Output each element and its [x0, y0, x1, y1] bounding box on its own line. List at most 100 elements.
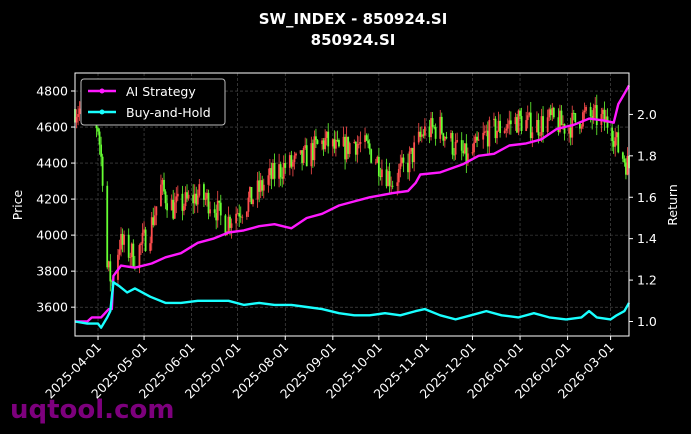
candle-body	[100, 144, 102, 157]
candle-body	[241, 216, 244, 218]
candle-body	[589, 106, 592, 117]
candle-body	[198, 184, 201, 196]
candle-body	[503, 130, 506, 134]
candle-body	[282, 163, 285, 179]
chart-subtitle: 850924.SI	[311, 31, 396, 49]
candle-body	[439, 116, 442, 139]
candle-body	[127, 234, 130, 258]
candle-body	[376, 156, 379, 163]
candle-body	[348, 143, 351, 154]
candle-body	[218, 200, 221, 203]
candle-body	[130, 243, 133, 257]
candle-body	[462, 150, 465, 154]
candle-body	[101, 156, 104, 186]
candle-body	[423, 126, 426, 136]
candle-body	[385, 169, 388, 187]
candle-body	[311, 143, 314, 161]
candle-body	[140, 243, 142, 246]
candle-body	[506, 124, 509, 129]
candle-body	[365, 135, 368, 141]
candle-body	[578, 121, 581, 129]
candle-body	[172, 199, 175, 219]
candle-body	[284, 163, 287, 168]
candle-body	[207, 192, 210, 214]
candle-body	[525, 120, 528, 131]
candle-body	[486, 130, 489, 147]
candle-body	[443, 136, 446, 141]
candle-body	[536, 119, 538, 133]
candle-body	[149, 243, 152, 252]
candle-body	[325, 131, 328, 138]
candle-body	[434, 127, 437, 139]
candle-body	[163, 179, 165, 192]
candle-body	[595, 105, 598, 126]
candle-body	[267, 175, 270, 185]
candle-body	[431, 118, 434, 127]
candle-body	[331, 139, 334, 147]
candle-body	[143, 229, 145, 233]
candle-body	[520, 116, 523, 131]
candle-body	[451, 132, 454, 155]
candle-body	[144, 229, 147, 252]
candle-body	[473, 142, 475, 153]
candle-body	[428, 126, 431, 138]
candle-body	[551, 107, 554, 116]
y-tick-label: 4200	[36, 192, 68, 207]
chart-title: SW_INDEX - 850924.SI	[259, 10, 448, 28]
candle-body	[129, 256, 132, 258]
candle-body	[236, 213, 239, 215]
buy-and-hold-line	[74, 281, 631, 329]
candle-body	[528, 112, 531, 116]
candle-body	[256, 180, 259, 200]
candle-body	[549, 109, 552, 116]
series-lines	[74, 84, 631, 329]
candle-body	[548, 109, 551, 118]
candle-body	[204, 198, 207, 200]
candle-body	[239, 216, 242, 218]
candle-body	[354, 141, 357, 155]
candle-body	[482, 132, 485, 140]
candle-body	[213, 209, 216, 213]
candle-body	[585, 106, 587, 111]
legend: AI Strategy Buy-and-Hold	[80, 78, 226, 126]
y-tick-label: 4400	[36, 156, 68, 171]
y-tick-label: 3600	[36, 300, 68, 315]
y-tick-label: 3800	[36, 264, 68, 279]
candle-body	[302, 147, 305, 163]
candle-body	[249, 187, 251, 198]
legend-buy-and-hold-marker	[99, 109, 105, 115]
candle-body	[445, 136, 448, 139]
candle-body	[141, 232, 144, 244]
candle-body	[110, 281, 113, 283]
candle-body	[569, 127, 572, 138]
candle-body	[261, 180, 264, 191]
legend-ai-strategy-label: AI Strategy	[126, 84, 196, 99]
y-axis-right: 1.0 1.2 1.4 1.6 1.8 2.0	[629, 107, 657, 329]
candle-body	[301, 150, 304, 163]
candle-body	[517, 110, 520, 133]
candle-body	[120, 233, 122, 250]
candle-body	[592, 108, 595, 121]
candle-body	[181, 193, 184, 211]
candle-body	[539, 135, 541, 137]
candle-body	[203, 184, 205, 200]
candle-body	[245, 211, 248, 217]
candle-body	[304, 145, 307, 148]
candle-body	[170, 199, 173, 211]
candle-body	[224, 215, 227, 236]
candle-body	[279, 164, 282, 178]
candle-body	[497, 120, 500, 132]
candle-body	[356, 144, 359, 155]
candle-body	[572, 112, 575, 114]
candle-body	[488, 119, 491, 147]
candle-body	[476, 136, 478, 141]
candle-body	[529, 112, 532, 139]
candle-body	[196, 195, 199, 205]
candle-body	[381, 169, 383, 178]
candle-body	[173, 202, 176, 219]
candle-body	[499, 120, 501, 134]
candle-body	[186, 192, 188, 199]
candle-body	[216, 200, 219, 221]
candle-body	[526, 115, 529, 121]
